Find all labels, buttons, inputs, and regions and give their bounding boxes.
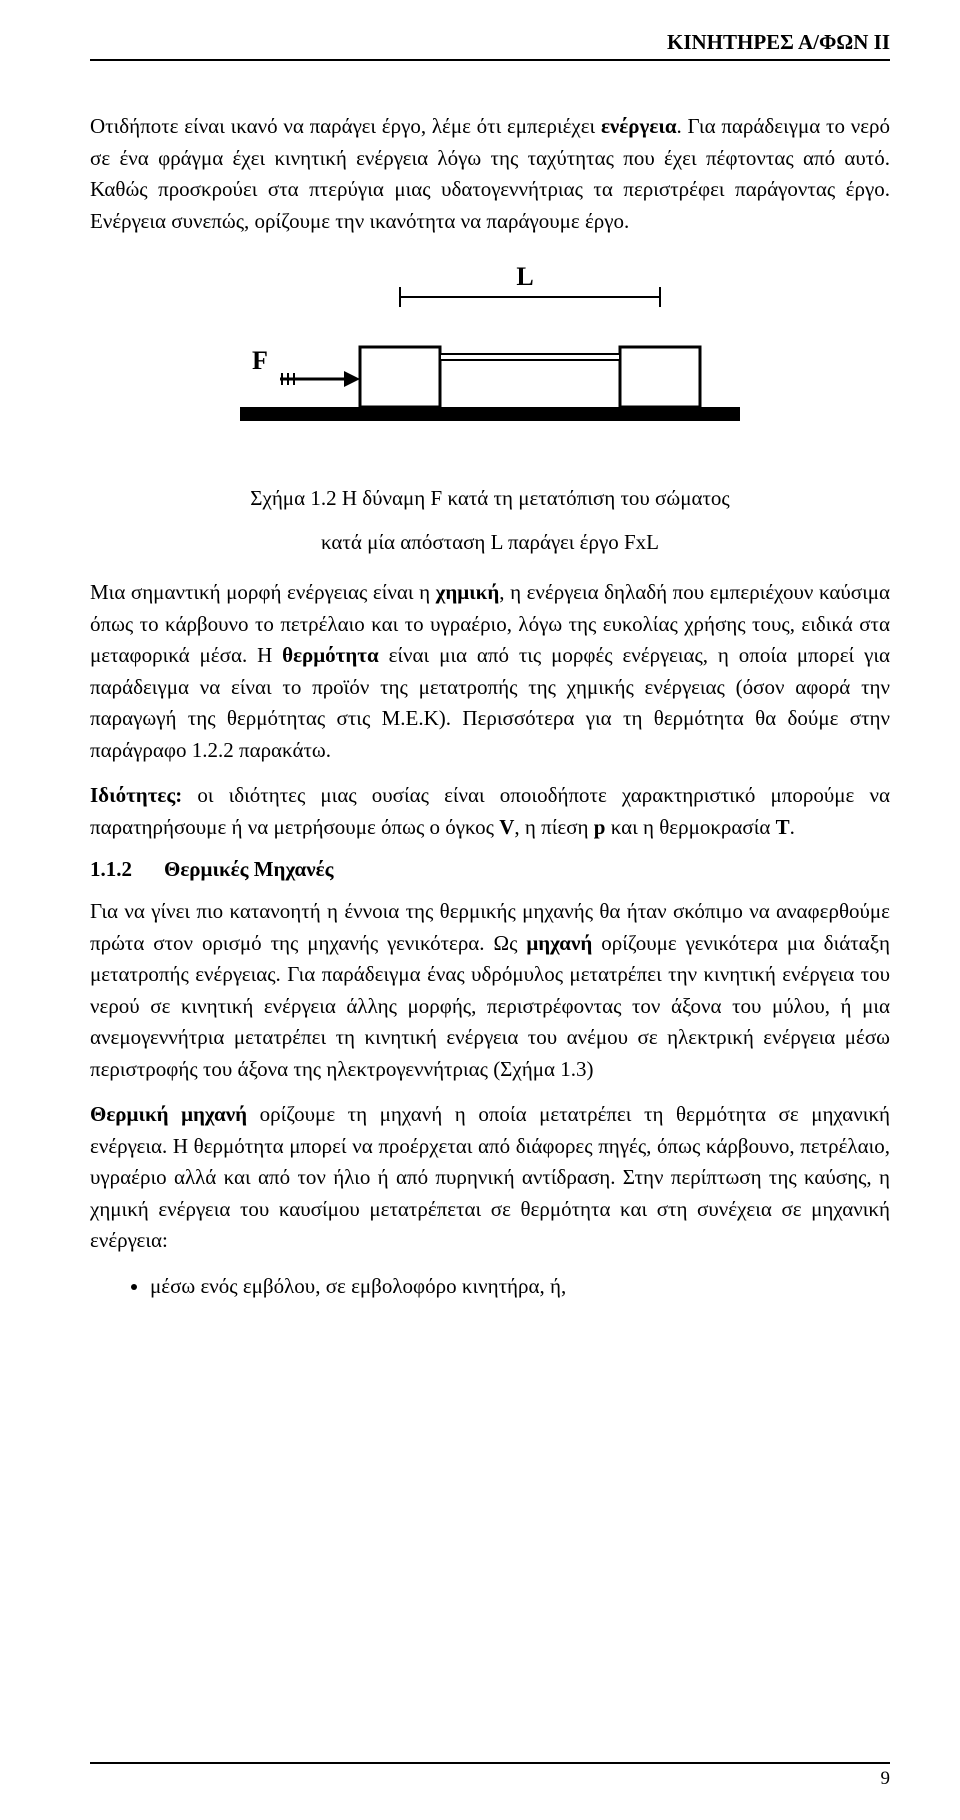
p2-bold-chimiki: χημική <box>436 580 500 604</box>
figure-1-2: L F <box>90 257 890 442</box>
figure-caption-line1: Σχήμα 1.2 Η δύναμη F κατά τη μετατόπιση … <box>90 482 890 516</box>
p1-text-a: Οτιδήποτε είναι ικανό να παράγει έργο, λ… <box>90 114 601 138</box>
page-header: ΚΙΝΗΤΗΡΕΣ Α/ΦΩΝ ΙΙ <box>90 30 890 61</box>
label-L: L <box>516 262 533 291</box>
page-number: 9 <box>881 1768 891 1789</box>
paragraph-3: Ιδιότητες: οι ιδιότητες μιας ουσίας είνα… <box>90 780 890 843</box>
p3-bold-p: p <box>594 815 606 839</box>
paragraph-4: Για να γίνει πιο κατανοητή η έννοια της … <box>90 896 890 1085</box>
bullet-list: μέσω ενός εμβόλου, σε εμβολοφόρο κινητήρ… <box>90 1271 890 1303</box>
p3-bold-idiotites: Ιδιότητες: <box>90 783 182 807</box>
p5-bold-thermiki-michani: Θερμική μηχανή <box>90 1102 247 1126</box>
p3-bold-V: V <box>499 815 514 839</box>
p4-bold-michani: μηχανή <box>526 931 592 955</box>
p1-bold-energeia: ενέργεια <box>601 114 677 138</box>
p2-bold-thermotita: θερμότητα <box>282 643 379 667</box>
p3-text-b: , η πίεση <box>514 815 593 839</box>
bullet-item-1: μέσω ενός εμβόλου, σε εμβολοφόρο κινητήρ… <box>150 1271 890 1303</box>
section-number: 1.1.2 <box>90 857 160 882</box>
p2-text-a: Μια σημαντική μορφή ενέργειας είναι η <box>90 580 436 604</box>
page-footer: 9 <box>90 1762 890 1790</box>
p3-bold-T: T <box>776 815 790 839</box>
paragraph-1: Οτιδήποτε είναι ικανό να παράγει έργο, λ… <box>90 111 890 237</box>
figure-caption-line2: κατά μία απόσταση L παράγει έργο FxL <box>90 526 890 560</box>
paragraph-5: Θερμική μηχανή ορίζουμε τη μηχανή η οποί… <box>90 1099 890 1257</box>
paragraph-2: Μια σημαντική μορφή ενέργειας είναι η χη… <box>90 577 890 766</box>
section-title: Θερμικές Μηχανές <box>164 857 333 881</box>
p3-text-d: . <box>790 815 795 839</box>
p3-text-c: και η θερμοκρασία <box>605 815 775 839</box>
header-title: ΚΙΝΗΤΗΡΕΣ Α/ΦΩΝ ΙΙ <box>667 30 890 54</box>
label-F: F <box>252 346 268 375</box>
section-heading: 1.1.2 Θερμικές Μηχανές <box>90 857 890 882</box>
figure-svg: L F <box>230 257 750 437</box>
